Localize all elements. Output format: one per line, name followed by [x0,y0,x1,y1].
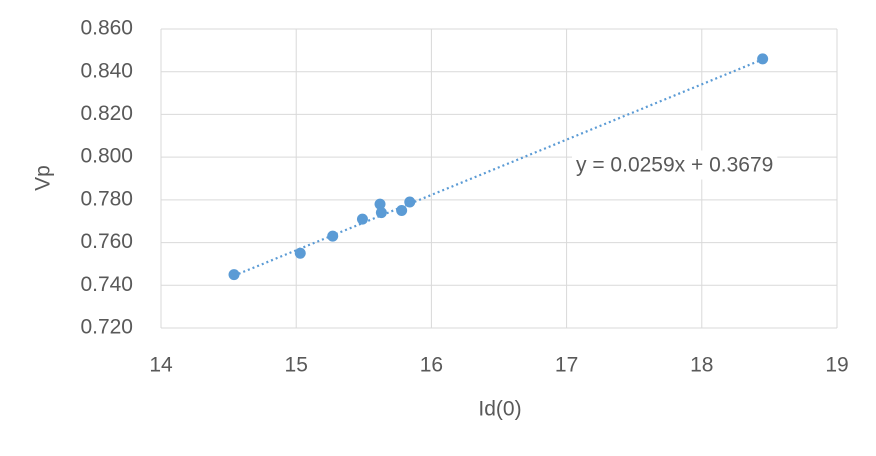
data-point [396,205,408,217]
data-point [374,198,386,210]
y-axis-label: Vp [32,165,55,191]
data-point [404,196,416,208]
trendline-label: y = 0.0259x + 0.3679 [576,154,773,177]
y-tick-label: 0.840 [80,59,133,82]
x-axis-label: Id(0) [478,398,521,421]
data-point [356,213,368,225]
trendline [233,58,764,277]
x-tick-label: 16 [420,354,443,377]
x-tick-label: 14 [149,354,173,377]
data-point [375,207,387,219]
y-tick-label: 0.800 [80,145,133,168]
trendline-label-bg [572,150,778,180]
y-tick-label: 0.740 [80,273,133,296]
y-tick-label: 0.760 [80,230,133,253]
data-point [327,230,339,242]
x-tick-label: 17 [555,354,578,377]
y-tick-label: 0.720 [80,316,133,339]
data-point [757,53,769,65]
y-tick-label: 0.780 [80,187,133,210]
x-tick-label: 15 [285,354,308,377]
x-tick-label: 18 [690,354,713,377]
y-tick-label: 0.860 [80,17,133,40]
trendline-label-group: y = 0.0259x + 0.3679 [572,150,778,180]
x-tick-label: 19 [825,354,848,377]
y-tick-label: 0.820 [80,102,133,125]
data-point [294,247,306,259]
data-point [228,269,240,281]
